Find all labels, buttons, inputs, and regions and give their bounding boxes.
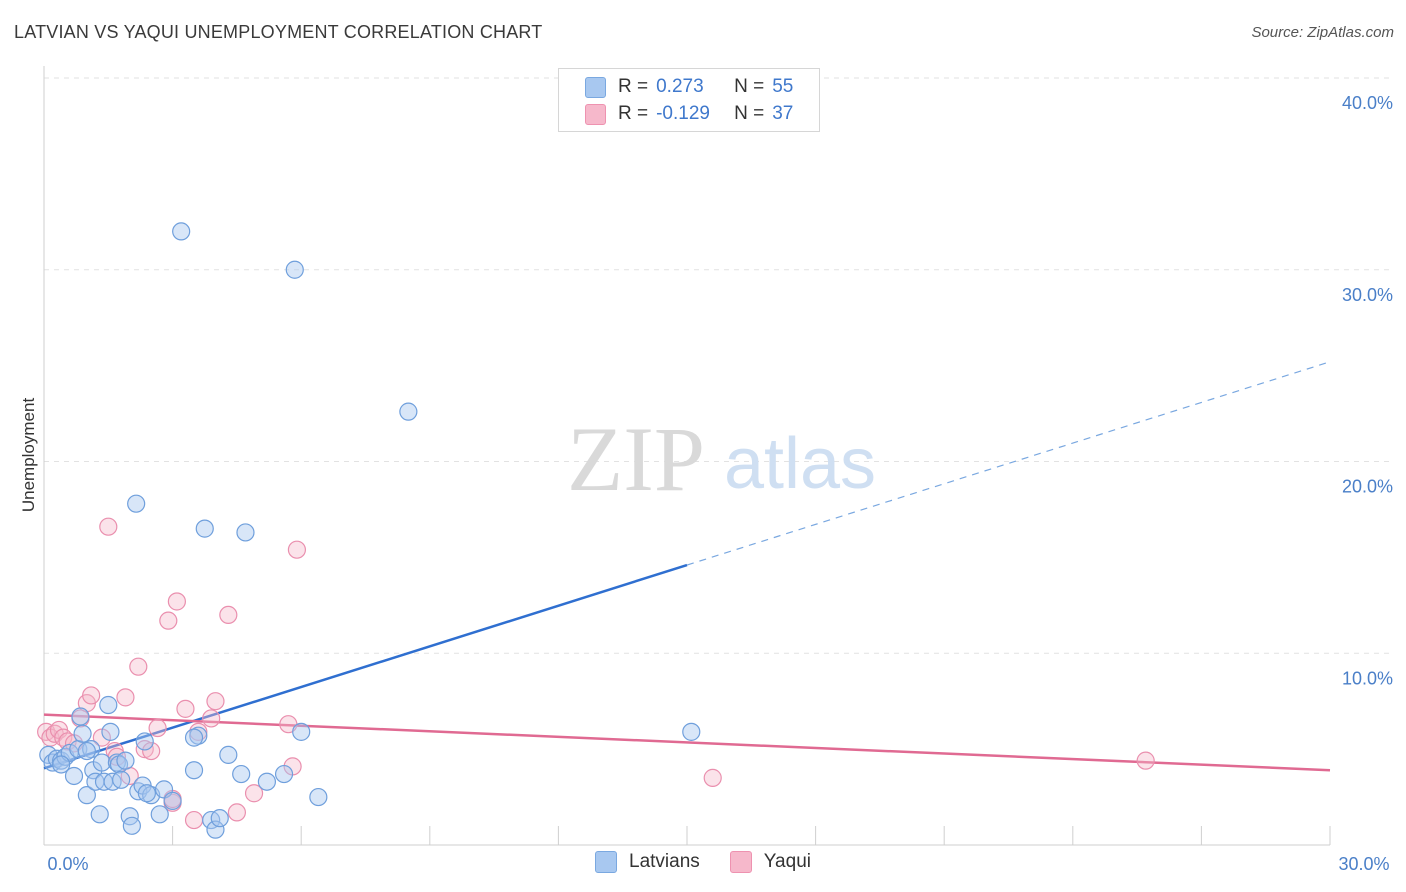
- point-latvians: [236, 523, 255, 542]
- point-latvians: [122, 816, 141, 835]
- point-latvians: [90, 805, 109, 824]
- legend-swatch-yaqui: [585, 103, 606, 125]
- point-latvians: [135, 732, 154, 751]
- point-yaqui: [244, 784, 264, 803]
- watermark-atlas: atlas: [724, 424, 876, 504]
- point-yaqui: [227, 803, 246, 822]
- point-yaqui: [176, 699, 195, 718]
- point-latvians: [292, 722, 311, 741]
- gridlines: [44, 77, 1394, 654]
- point-latvians: [64, 766, 84, 786]
- legend-swatch-yaqui: [729, 851, 752, 873]
- point-latvians: [71, 707, 90, 726]
- trend-line-latvians-extension: [686, 361, 1331, 566]
- y-tick-label: 20.0%: [1342, 477, 1393, 497]
- point-yaqui: [116, 688, 135, 707]
- series-legend: Latvians Yaqui: [0, 851, 1406, 873]
- legend-r-label: R =: [618, 76, 649, 97]
- y-tick-label: 30.0%: [1342, 285, 1393, 305]
- point-latvians: [232, 764, 251, 784]
- point-yaqui: [184, 810, 204, 830]
- legend-item-yaqui[interactable]: Yaqui: [729, 851, 811, 873]
- point-yaqui: [206, 692, 225, 711]
- point-latvians: [399, 402, 418, 421]
- point-latvians: [137, 784, 156, 803]
- point-latvians: [150, 805, 169, 824]
- point-latvians: [112, 770, 131, 789]
- legend-row-latvians: R = 0.273 N = 55: [559, 74, 793, 100]
- point-latvians: [184, 728, 204, 747]
- point-latvians: [309, 787, 328, 807]
- legend-label-latvians: Latvians: [629, 851, 700, 872]
- y-tick-label: 10.0%: [1342, 668, 1393, 688]
- point-yaqui: [129, 657, 148, 676]
- point-yaqui: [287, 540, 307, 559]
- point-yaqui: [219, 605, 238, 625]
- point-latvians: [116, 751, 135, 770]
- point-latvians: [184, 761, 204, 780]
- watermark: ZIP atlas: [567, 408, 876, 510]
- point-yaqui: [148, 718, 167, 738]
- legend-item-latvians[interactable]: Latvians: [595, 851, 700, 873]
- point-yaqui: [1136, 751, 1155, 770]
- point-latvians: [99, 695, 118, 715]
- x-tick-label: 0.0%: [47, 854, 88, 874]
- point-latvians: [206, 820, 225, 839]
- legend-n-label: N =: [734, 76, 765, 97]
- trend-line-yaqui: [43, 713, 1331, 772]
- stats-legend: R = 0.273 N = 55 R = -0.129 N = 37: [558, 68, 820, 132]
- point-latvians: [257, 772, 277, 791]
- point-yaqui: [167, 592, 186, 611]
- point-latvians: [210, 809, 229, 828]
- point-latvians: [52, 755, 71, 774]
- legend-swatch-latvians: [585, 76, 606, 98]
- point-latvians: [77, 741, 96, 761]
- point-yaqui: [703, 768, 722, 787]
- point-latvians: [274, 764, 294, 784]
- point-latvians: [172, 222, 191, 241]
- x-tick-label: 30.0%: [1338, 854, 1389, 874]
- chart-title: LATVIAN VS YAQUI UNEMPLOYMENT CORRELATIO…: [14, 22, 543, 42]
- point-yaqui: [99, 517, 118, 536]
- legend-r-value: 0.273: [656, 76, 704, 97]
- legend-n-value: 55: [772, 76, 794, 97]
- legend-swatch-latvians: [595, 851, 618, 873]
- point-latvians: [163, 791, 182, 810]
- point-yaqui: [82, 686, 101, 705]
- point-latvians: [101, 722, 120, 741]
- y-tick-label: 40.0%: [1342, 93, 1393, 113]
- legend-row-yaqui: R = -0.129 N = 37: [559, 101, 793, 127]
- point-latvians: [219, 745, 238, 764]
- legend-label-yaqui: Yaqui: [763, 851, 811, 872]
- watermark-zip: ZIP: [567, 408, 705, 510]
- point-latvians: [285, 260, 304, 279]
- point-yaqui: [142, 741, 161, 761]
- point-latvians: [77, 786, 96, 805]
- source-label: Source: ZipAtlas.com: [1251, 24, 1394, 41]
- legend-n-value: 37: [772, 103, 794, 124]
- point-latvians: [73, 724, 92, 743]
- point-yaqui: [202, 709, 221, 728]
- legend-r-value: -0.129: [656, 103, 710, 124]
- tick-labels: 10.0% 20.0% 30.0% 40.0% 0.0% 30.0%: [47, 93, 1393, 874]
- point-yaqui: [159, 611, 178, 630]
- data-points: [37, 222, 1155, 839]
- point-latvians: [682, 722, 701, 741]
- point-yaqui: [135, 740, 154, 759]
- point-latvians: [195, 519, 214, 538]
- point-latvians: [127, 494, 146, 513]
- legend-n-label: N =: [734, 103, 765, 124]
- legend-r-label: R =: [618, 103, 649, 124]
- y-axis-label: Unemployment: [19, 398, 38, 513]
